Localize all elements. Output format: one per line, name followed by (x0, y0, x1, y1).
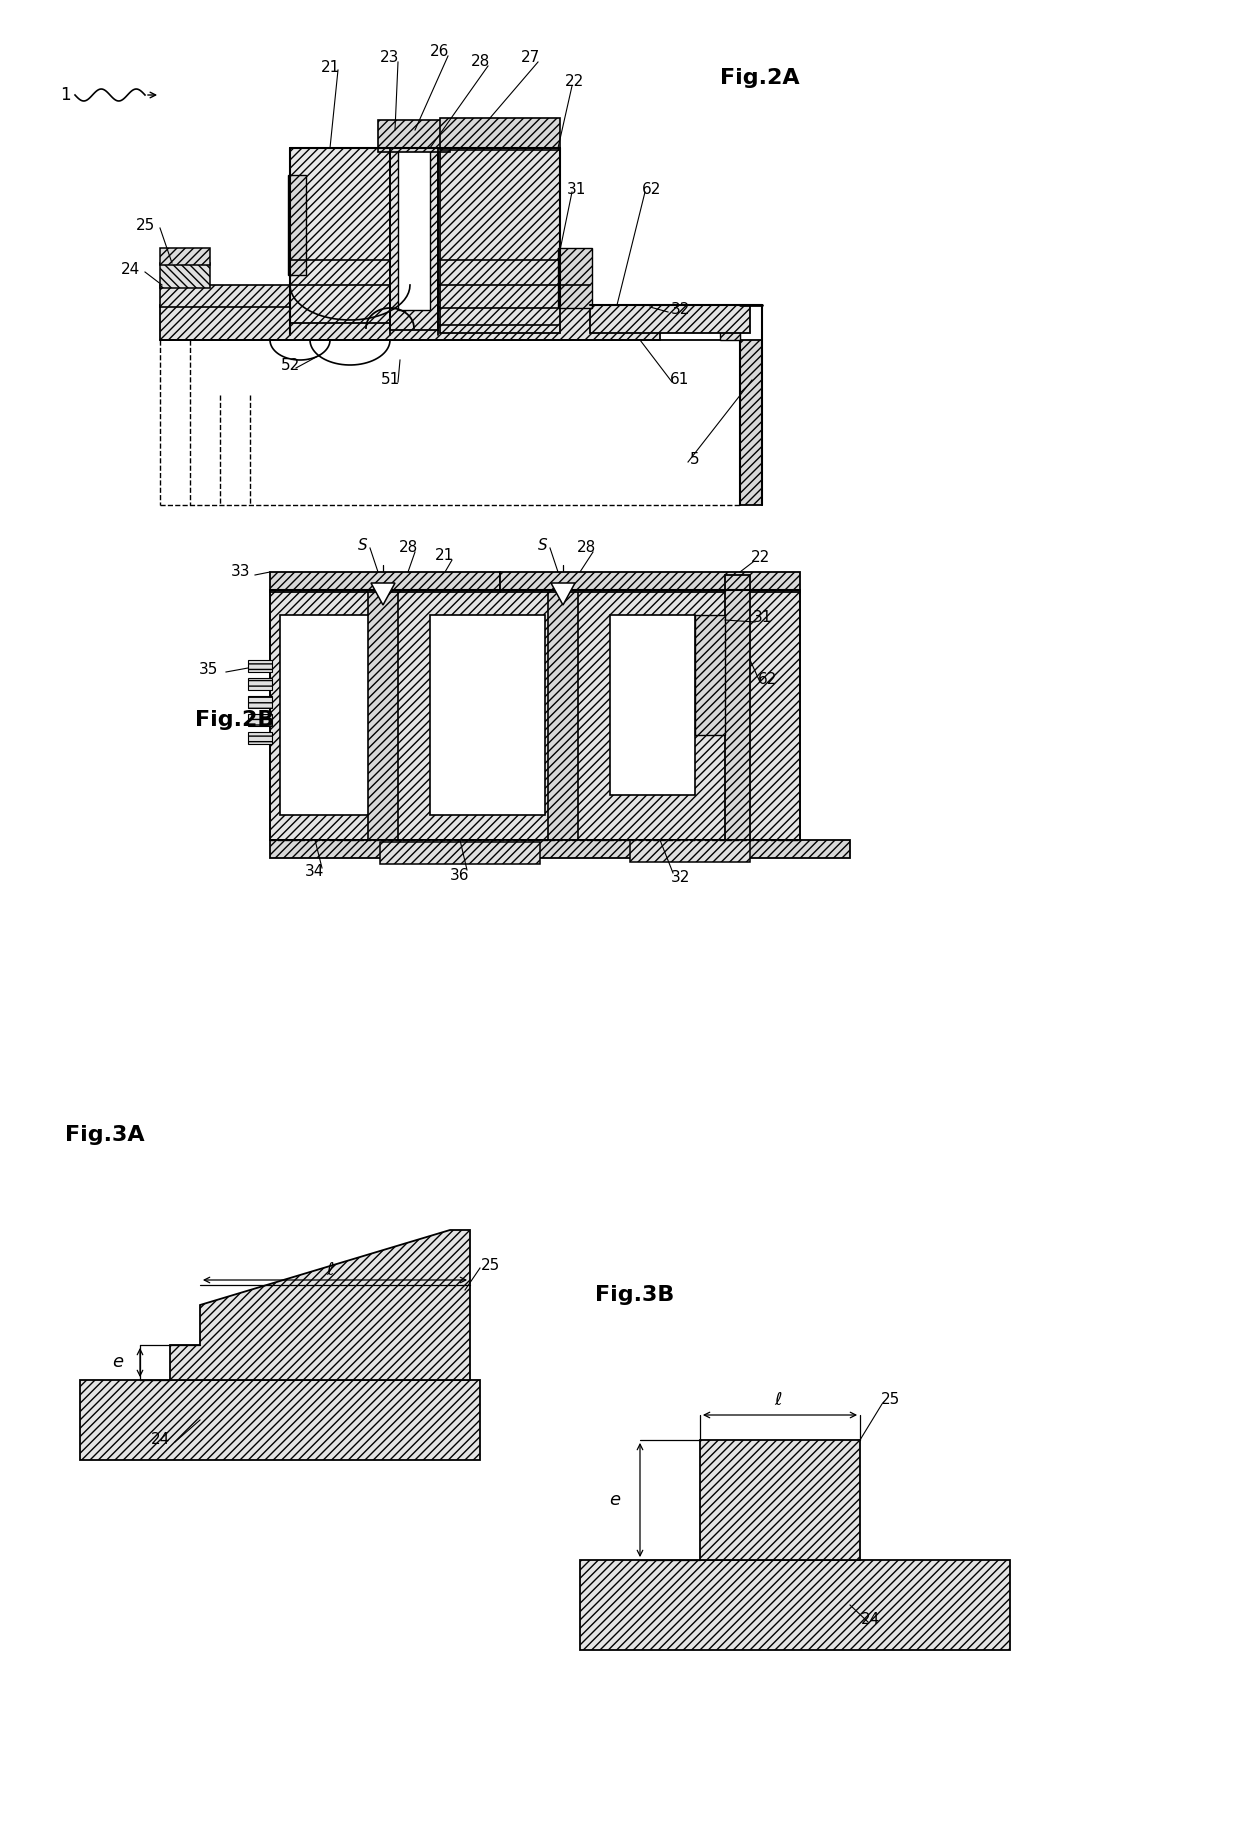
Bar (248, 661, 272, 672)
Bar (500, 572, 800, 593)
Text: 51: 51 (381, 373, 399, 388)
Bar (590, 305, 750, 332)
Bar (630, 840, 750, 862)
Text: 61: 61 (671, 373, 689, 388)
Polygon shape (371, 583, 396, 605)
Bar (440, 118, 560, 150)
Text: 23: 23 (381, 50, 399, 65)
Text: 21: 21 (435, 548, 455, 563)
Text: 31: 31 (753, 611, 771, 626)
Text: 22: 22 (750, 550, 770, 565)
Bar (580, 1560, 1011, 1650)
Bar (288, 175, 306, 275)
Text: 33: 33 (231, 565, 250, 580)
Text: 28: 28 (470, 55, 490, 70)
Bar (379, 842, 539, 864)
Polygon shape (551, 583, 575, 605)
Bar (558, 247, 591, 308)
Bar (248, 714, 272, 725)
Bar (160, 305, 660, 340)
Bar (440, 148, 560, 332)
Bar (548, 591, 578, 840)
Polygon shape (170, 1229, 470, 1381)
Text: S: S (538, 537, 548, 552)
Text: 26: 26 (430, 44, 450, 59)
Bar (248, 677, 272, 690)
Bar (270, 840, 849, 858)
Bar (160, 262, 210, 288)
Text: 24: 24 (861, 1613, 879, 1628)
Text: 25: 25 (135, 218, 155, 233)
Text: 25: 25 (480, 1257, 500, 1272)
Bar (701, 1440, 861, 1560)
Text: Fig.3A: Fig.3A (64, 1124, 145, 1145)
Text: 28: 28 (577, 541, 595, 556)
Text: $e$: $e$ (112, 1353, 124, 1372)
Text: Fig.2B: Fig.2B (195, 711, 274, 729)
Text: 28: 28 (398, 541, 418, 556)
Text: Fig.3B: Fig.3B (595, 1285, 675, 1305)
Text: $\ell$: $\ell$ (774, 1392, 782, 1408)
Text: 24: 24 (120, 262, 140, 277)
Bar (81, 1381, 480, 1460)
Bar (270, 591, 800, 840)
Text: 25: 25 (880, 1392, 900, 1407)
Bar (720, 305, 740, 340)
Bar (725, 574, 750, 855)
Text: 27: 27 (521, 50, 539, 65)
Bar (248, 696, 272, 709)
Text: 62: 62 (642, 183, 662, 198)
Bar (398, 140, 430, 310)
Text: 32: 32 (671, 871, 689, 886)
Bar (160, 247, 210, 266)
Text: 35: 35 (198, 663, 218, 677)
Text: 22: 22 (565, 74, 584, 89)
Text: $e$: $e$ (609, 1492, 621, 1508)
Bar (280, 615, 370, 814)
Bar (290, 148, 391, 323)
Text: 5: 5 (691, 452, 699, 467)
Text: 36: 36 (450, 868, 470, 882)
Text: 32: 32 (671, 303, 689, 318)
Text: 21: 21 (320, 61, 340, 76)
Bar (160, 284, 490, 306)
Text: Fig.2A: Fig.2A (720, 68, 800, 89)
Text: 52: 52 (280, 358, 300, 373)
Bar (248, 733, 272, 744)
Text: 1: 1 (60, 87, 71, 103)
Bar (610, 615, 694, 796)
Bar (391, 129, 438, 330)
Text: S: S (358, 537, 368, 552)
Bar (430, 615, 546, 814)
Bar (270, 572, 500, 593)
Text: 34: 34 (305, 864, 325, 879)
Text: $\ell$: $\ell$ (326, 1261, 335, 1279)
Text: 31: 31 (567, 183, 585, 198)
Bar (740, 340, 763, 506)
Bar (378, 120, 450, 151)
Text: 62: 62 (759, 672, 777, 687)
Bar (694, 615, 725, 735)
Bar (368, 591, 398, 840)
Text: 24: 24 (150, 1432, 170, 1447)
